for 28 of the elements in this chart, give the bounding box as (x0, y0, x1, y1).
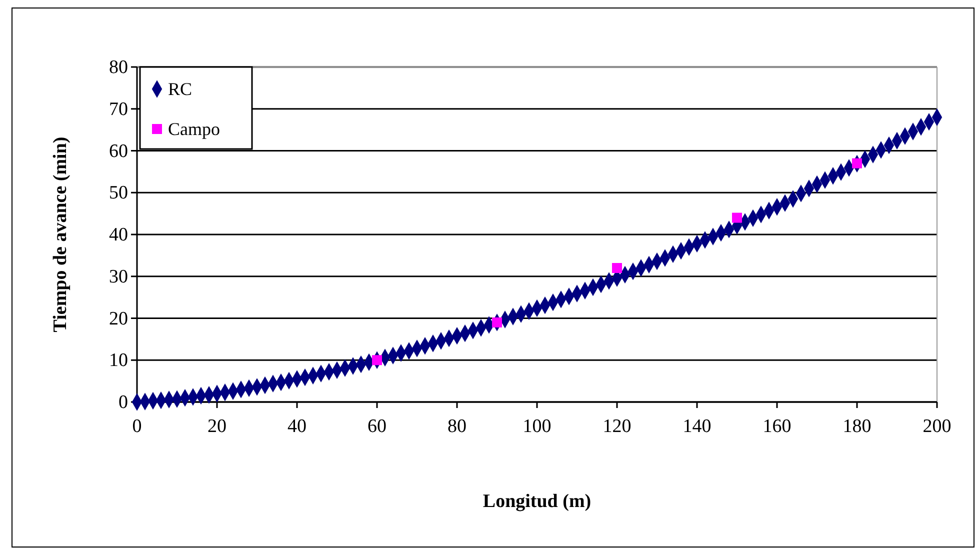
y-tick-label: 30 (109, 266, 128, 288)
x-tick-label: 160 (762, 416, 792, 437)
x-tick-label: 100 (522, 416, 552, 437)
point (612, 263, 622, 273)
y-axis-title: Tiempo de avance (min) (50, 136, 71, 332)
x-tick-label: 40 (288, 416, 306, 437)
x-axis-title: Longitud (m) (482, 491, 592, 512)
x-tick-label: 0 (132, 416, 142, 437)
y-tick-label: 70 (109, 98, 128, 120)
legend-label: Campo (168, 119, 220, 139)
y-tick-label: 50 (109, 182, 128, 204)
legend-label: RC (168, 79, 192, 99)
x-tick-label: 80 (448, 416, 466, 437)
point (732, 212, 742, 223)
x-tick-label: 180 (842, 416, 872, 437)
y-tick-label: 80 (109, 57, 128, 78)
x-tick-label: 20 (208, 416, 226, 437)
y-tick-label: 60 (109, 140, 128, 162)
x-tick-label: 140 (682, 416, 712, 437)
x-tick-label: 200 (922, 416, 952, 437)
point (492, 317, 502, 328)
y-tick-label: 40 (109, 224, 128, 246)
y-tick-label: 20 (109, 308, 128, 330)
point (372, 355, 382, 366)
x-tick-label: 120 (602, 416, 632, 437)
x-tick-label: 60 (368, 416, 386, 437)
y-tick-label: 0 (118, 392, 128, 414)
y-tick-label: 10 (109, 350, 128, 372)
